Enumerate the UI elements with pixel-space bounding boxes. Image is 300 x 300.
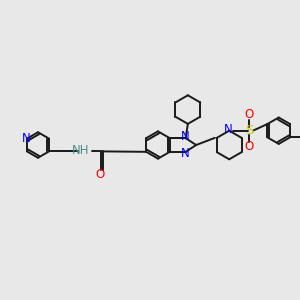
Text: NH: NH bbox=[72, 144, 89, 157]
Text: N: N bbox=[181, 130, 190, 143]
Text: S: S bbox=[245, 124, 253, 137]
Text: N: N bbox=[181, 147, 190, 160]
Text: O: O bbox=[244, 140, 254, 153]
Text: O: O bbox=[244, 108, 254, 121]
Text: N: N bbox=[22, 132, 30, 145]
Text: N: N bbox=[224, 123, 233, 136]
Text: O: O bbox=[96, 168, 105, 181]
